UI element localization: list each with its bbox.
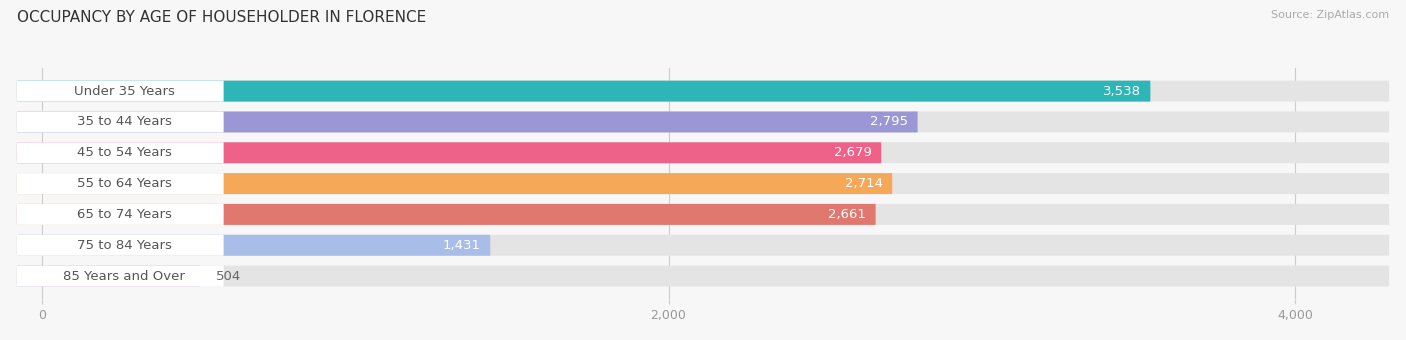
Text: OCCUPANCY BY AGE OF HOUSEHOLDER IN FLORENCE: OCCUPANCY BY AGE OF HOUSEHOLDER IN FLORE… (17, 10, 426, 25)
Text: 75 to 84 Years: 75 to 84 Years (77, 239, 172, 252)
Text: 55 to 64 Years: 55 to 64 Years (77, 177, 172, 190)
FancyBboxPatch shape (17, 173, 1389, 194)
Text: 65 to 74 Years: 65 to 74 Years (77, 208, 172, 221)
FancyBboxPatch shape (17, 266, 224, 287)
FancyBboxPatch shape (17, 204, 876, 225)
Text: Under 35 Years: Under 35 Years (75, 85, 174, 98)
FancyBboxPatch shape (17, 142, 882, 163)
FancyBboxPatch shape (17, 266, 200, 287)
FancyBboxPatch shape (17, 235, 224, 256)
Text: 35 to 44 Years: 35 to 44 Years (77, 116, 172, 129)
Text: 504: 504 (215, 270, 240, 283)
FancyBboxPatch shape (17, 204, 1389, 225)
Text: 3,538: 3,538 (1102, 85, 1142, 98)
FancyBboxPatch shape (17, 142, 1389, 163)
FancyBboxPatch shape (17, 112, 1389, 132)
Text: 2,661: 2,661 (828, 208, 866, 221)
Text: 45 to 54 Years: 45 to 54 Years (77, 146, 172, 159)
FancyBboxPatch shape (17, 173, 893, 194)
FancyBboxPatch shape (17, 81, 224, 102)
Text: 2,679: 2,679 (834, 146, 872, 159)
Text: Source: ZipAtlas.com: Source: ZipAtlas.com (1271, 10, 1389, 20)
FancyBboxPatch shape (17, 81, 1389, 102)
FancyBboxPatch shape (17, 173, 224, 194)
Text: 85 Years and Over: 85 Years and Over (63, 270, 186, 283)
FancyBboxPatch shape (17, 81, 1150, 102)
FancyBboxPatch shape (17, 142, 224, 163)
FancyBboxPatch shape (17, 112, 918, 132)
FancyBboxPatch shape (17, 235, 1389, 256)
FancyBboxPatch shape (17, 204, 224, 225)
FancyBboxPatch shape (17, 235, 491, 256)
FancyBboxPatch shape (17, 112, 224, 132)
Text: 1,431: 1,431 (443, 239, 481, 252)
FancyBboxPatch shape (17, 266, 1389, 287)
Text: 2,795: 2,795 (870, 116, 908, 129)
Text: 2,714: 2,714 (845, 177, 883, 190)
